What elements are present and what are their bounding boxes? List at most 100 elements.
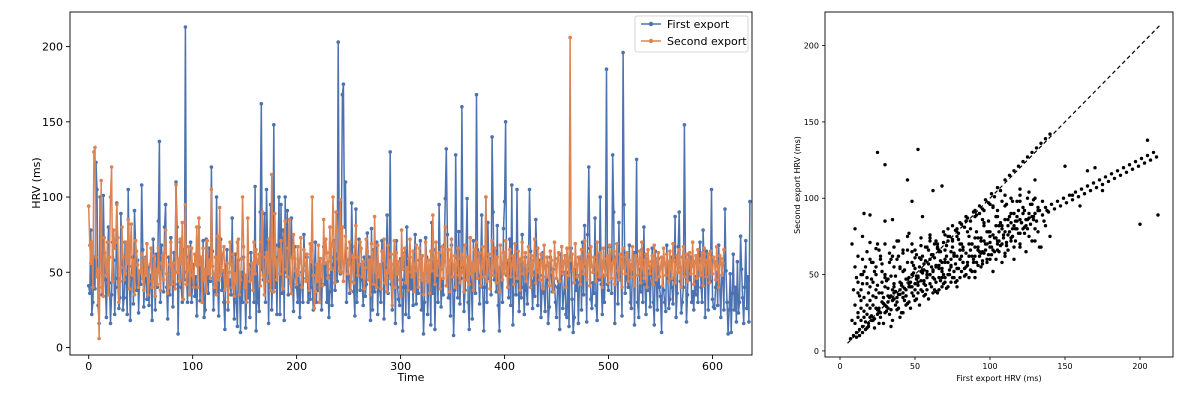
data-point-first-export — [413, 232, 418, 237]
scatter-point — [971, 260, 976, 265]
data-point-first-export — [117, 306, 121, 311]
scatter-point — [871, 294, 875, 298]
data-point-second-export — [138, 270, 143, 275]
data-point-second-export — [285, 275, 290, 279]
data-point-first-export — [659, 330, 664, 335]
data-point-second-export — [581, 272, 586, 276]
scatter-point — [872, 269, 877, 274]
data-point-first-export — [503, 120, 508, 124]
data-point-first-export — [721, 278, 725, 282]
scatter-point — [917, 303, 922, 307]
scatter-point — [890, 254, 895, 258]
data-point-second-export — [487, 252, 491, 256]
scatter-point — [895, 300, 899, 304]
data-point-first-export — [571, 330, 575, 335]
data-point-first-export — [419, 308, 424, 312]
data-point-second-export — [422, 272, 427, 276]
data-point-second-export — [180, 220, 185, 225]
data-point-first-export — [685, 293, 690, 297]
legend-label-second-export: Second export — [667, 35, 747, 48]
data-point-first-export — [354, 207, 358, 211]
y-tick-label: 150 — [804, 118, 819, 127]
data-point-second-export — [652, 243, 657, 247]
scatter-point — [979, 265, 983, 269]
data-point-second-export — [370, 261, 375, 266]
data-point-second-export — [364, 237, 369, 241]
data-point-first-export — [425, 312, 430, 317]
data-point-first-export — [655, 308, 660, 312]
data-point-first-export — [741, 321, 746, 326]
data-point-first-export — [325, 300, 329, 305]
scatter-point — [860, 257, 865, 261]
data-point-second-export — [382, 237, 386, 241]
data-point-second-export — [283, 219, 288, 223]
data-point-second-export — [610, 261, 615, 266]
data-point-second-export — [345, 272, 350, 276]
data-point-second-export — [661, 246, 666, 250]
data-point-first-export — [264, 187, 269, 192]
data-point-second-export — [135, 262, 140, 267]
data-point-second-export — [606, 281, 611, 285]
data-point-second-export — [354, 223, 358, 228]
data-point-second-export — [508, 247, 512, 252]
data-point-second-export — [385, 290, 389, 294]
scatter-point — [1070, 198, 1075, 202]
data-point-second-export — [436, 261, 440, 266]
data-point-first-export — [602, 300, 607, 305]
scatter-point — [1043, 224, 1048, 228]
data-point-first-export — [132, 208, 137, 213]
scatter-point — [919, 279, 923, 283]
data-point-first-export — [266, 321, 271, 326]
data-point-first-export — [506, 296, 511, 300]
scatter-point — [959, 242, 964, 246]
data-point-second-export — [659, 255, 664, 259]
data-point-first-export — [248, 315, 252, 320]
data-point-second-export — [162, 250, 167, 255]
data-point-first-export — [243, 326, 248, 330]
data-point-second-export — [722, 247, 726, 252]
data-point-second-export — [466, 255, 471, 259]
data-point-second-export — [621, 246, 625, 250]
scatter-point — [926, 262, 931, 266]
scatter-point — [932, 288, 937, 292]
data-point-first-export — [138, 282, 143, 287]
scatter-point — [911, 294, 916, 298]
data-point-first-export — [633, 250, 638, 255]
scatter-point — [860, 234, 865, 239]
scatter-point — [974, 260, 979, 265]
data-point-second-export — [379, 287, 383, 291]
data-point-second-export — [521, 272, 526, 276]
data-point-second-export — [574, 262, 579, 267]
scatter-point — [913, 248, 917, 252]
data-point-first-export — [456, 296, 460, 300]
data-point-first-export — [157, 139, 162, 144]
scatter-point — [859, 298, 863, 303]
data-point-second-export — [509, 275, 513, 279]
scatter-point — [859, 318, 863, 323]
data-point-second-export — [195, 225, 199, 229]
scatter-point — [1018, 187, 1022, 191]
data-point-first-export — [277, 195, 281, 199]
scatter-point — [1025, 217, 1030, 222]
scatter-point — [962, 225, 967, 229]
data-point-first-export — [101, 193, 106, 198]
data-point-second-export — [471, 288, 476, 293]
data-point-second-export — [234, 281, 239, 285]
scatter-point — [1037, 208, 1042, 213]
data-point-second-export — [620, 285, 624, 290]
data-point-second-export — [553, 262, 558, 267]
data-point-second-export — [231, 252, 235, 256]
scatter-point — [1006, 224, 1010, 228]
data-point-second-export — [449, 237, 454, 241]
scatter-point — [955, 234, 959, 239]
scatter-point — [878, 315, 883, 319]
data-point-first-export — [209, 165, 214, 169]
scatter-point — [958, 221, 962, 225]
scatter-y-axis-label: Second export HRV (ms) — [793, 136, 802, 234]
data-point-second-export — [236, 237, 241, 241]
data-point-first-export — [145, 297, 149, 302]
data-point-first-export — [515, 187, 519, 192]
data-point-second-export — [148, 262, 152, 267]
scatter-point — [1078, 204, 1082, 208]
data-point-first-export — [360, 278, 364, 282]
